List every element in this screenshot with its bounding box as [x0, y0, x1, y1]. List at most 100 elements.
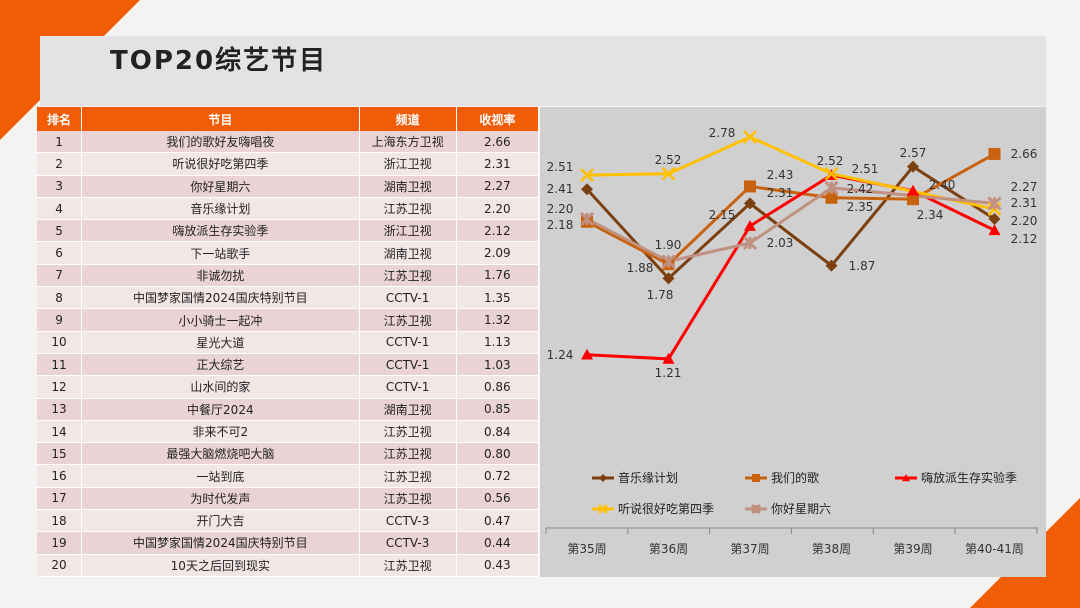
channel-cell: 江苏卫视: [359, 197, 457, 221]
data-point: [662, 272, 675, 285]
table-row: 9 小小骑士一起冲 江苏卫视 1.32: [37, 308, 540, 332]
x-tick-label: 第40-41周: [965, 542, 1024, 556]
table-row: 1 我们的歌好友嗨唱夜 上海东方卫视 2.66: [37, 131, 540, 154]
data-label: 2.31: [1011, 196, 1038, 210]
table-row: 5 嗨放派生存实验季 浙江卫视 2.12: [37, 219, 540, 243]
rating-cell: 0.72: [456, 464, 540, 488]
program-cell: 非来不可2: [81, 420, 360, 444]
program-cell: 正大综艺: [81, 353, 360, 377]
rank-cell: 20: [37, 554, 83, 577]
data-label: 2.34: [917, 208, 944, 222]
series-line: [586, 152, 996, 267]
rank-cell: 4: [37, 197, 83, 221]
program-cell: 中国梦家国情2024国庆特别节目: [81, 286, 360, 310]
data-point: [579, 211, 595, 227]
rank-cell: 18: [37, 509, 83, 533]
data-label: 2.66: [1011, 147, 1038, 161]
table-row: 12 山水间的家 CCTV-1 0.86: [37, 375, 540, 399]
data-label: 2.57: [900, 146, 927, 160]
channel-cell: CCTV-3: [359, 531, 457, 555]
program-cell: 10天之后回到现实: [81, 554, 360, 577]
rating-cell: 2.20: [456, 197, 540, 221]
line-chart: 2.41 1.78 2.31 1.87 2.57 2.20 2.18 1.88 2.43 2.35…: [545, 126, 1038, 556]
channel-cell: 江苏卫视: [359, 442, 457, 466]
data-label: 2.20: [1011, 214, 1038, 228]
rating-cell: 0.80: [456, 442, 540, 466]
x-tick-label: 第37周: [730, 542, 769, 556]
channel-cell: 湖南卫视: [359, 398, 457, 421]
rank-cell: 1: [37, 131, 83, 154]
x-tick-label: 第36周: [649, 542, 688, 556]
channel-cell: CCTV-1: [359, 353, 457, 377]
program-cell: 中国梦家国情2024国庆特别节目: [81, 531, 360, 555]
data-label: 2.52: [655, 153, 682, 167]
data-label: 2.15: [709, 208, 736, 222]
table-row: 14 非来不可2 江苏卫视 0.84: [37, 420, 540, 444]
program-cell: 一站到底: [81, 464, 360, 488]
data-label: 2.35: [847, 200, 874, 214]
rating-cell: 1.13: [456, 331, 540, 354]
program-cell: 非诚勿扰: [81, 264, 360, 288]
legend-item: 听说很好吃第四季: [592, 501, 714, 516]
rating-cell: 2.27: [456, 175, 540, 198]
program-cell: 你好星期六: [81, 175, 360, 198]
rank-cell: 11: [37, 353, 83, 377]
rank-cell: 8: [37, 286, 83, 310]
data-label: 2.51: [547, 160, 574, 174]
rating-cell: 0.43: [456, 554, 540, 577]
data-point: [988, 212, 1001, 225]
table-row: 20 10天之后回到现实 江苏卫视 0.43: [37, 554, 540, 577]
channel-cell: 浙江卫视: [359, 152, 457, 176]
program-cell: 中餐厅2024: [81, 398, 360, 421]
table-row: 8 中国梦家国情2024国庆特别节目 CCTV-1 1.35: [37, 286, 540, 310]
table-row: 4 音乐缘计划 江苏卫视 2.20: [37, 197, 540, 221]
program-cell: 开门大吉: [81, 509, 360, 533]
rank-cell: 5: [37, 219, 83, 243]
rank-cell: 2: [37, 152, 83, 176]
rating-cell: 2.12: [456, 219, 540, 243]
x-tick-label: 第38周: [812, 542, 851, 556]
program-cell: 音乐缘计划: [81, 197, 360, 221]
program-cell: 星光大道: [81, 331, 360, 354]
data-label: 2.20: [547, 202, 574, 216]
table-row: 13 中餐厅2024 湖南卫视 0.85: [37, 398, 540, 421]
table-row: 3 你好星期六 湖南卫视 2.27: [37, 175, 540, 198]
program-cell: 我们的歌好友嗨唱夜: [81, 131, 360, 154]
rating-cell: 1.32: [456, 308, 540, 332]
table-row: 19 中国梦家国情2024国庆特别节目 CCTV-3 0.44: [37, 531, 540, 555]
legend-marker: [599, 474, 607, 482]
rank-cell: 12: [37, 375, 83, 399]
legend-marker: [752, 474, 760, 482]
channel-cell: 湖南卫视: [359, 175, 457, 198]
page-title: TOP20综艺节目: [110, 46, 328, 76]
data-point: [662, 352, 675, 364]
rating-cell: 0.47: [456, 509, 540, 533]
x-tick-label: 第35周: [567, 542, 606, 556]
rating-cell: 0.86: [456, 375, 540, 399]
data-point: [825, 191, 838, 204]
legend-marker: [750, 503, 762, 515]
table-row: 17 为时代发声 江苏卫视 0.56: [37, 487, 540, 511]
data-label: 1.90: [655, 238, 682, 252]
data-point: [988, 224, 1001, 236]
data-label: 2.31: [767, 186, 794, 200]
rating-cell: 1.03: [456, 353, 540, 377]
program-cell: 听说很好吃第四季: [81, 152, 360, 176]
data-label: 2.41: [547, 182, 574, 196]
legend-label: 嗨放派生存实验季: [921, 470, 1017, 485]
table-row: 16 一站到底 江苏卫视 0.72: [37, 464, 540, 488]
data-point: [661, 254, 676, 269]
channel-cell: CCTV-1: [359, 286, 457, 310]
data-point: [907, 160, 919, 173]
data-point: [824, 180, 839, 195]
column-header: 节目: [81, 107, 360, 131]
data-point: [743, 130, 757, 144]
legend-marker: [598, 504, 608, 514]
data-label: 2.43: [767, 168, 794, 182]
data-label: 1.78: [647, 288, 674, 302]
rating-cell: 1.76: [456, 264, 540, 288]
data-point: [742, 235, 758, 251]
rank-cell: 13: [37, 398, 83, 421]
legend-label: 我们的歌: [771, 470, 819, 485]
program-cell: 最强大脑燃烧吧大脑: [81, 442, 360, 466]
